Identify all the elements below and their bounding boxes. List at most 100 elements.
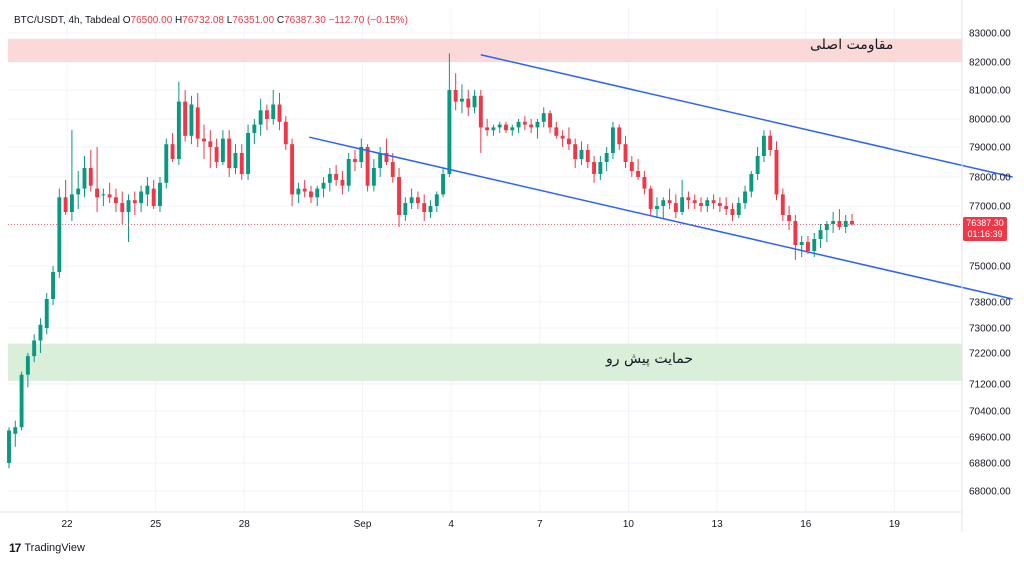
candle xyxy=(69,130,74,221)
candle-body xyxy=(774,150,779,195)
candle xyxy=(51,266,55,306)
candle xyxy=(126,194,131,242)
symbol-legend: BTC/USDT, 4h, Tabdeal O76500.00 H76732.0… xyxy=(14,15,408,26)
tradingview-logo-icon: 17 xyxy=(9,541,21,555)
candle xyxy=(692,194,697,209)
candle-body xyxy=(340,179,345,186)
candle-body xyxy=(850,221,854,225)
candle-body xyxy=(478,95,483,128)
candle-body xyxy=(283,121,288,145)
candle xyxy=(824,221,829,242)
candle-body xyxy=(365,147,370,186)
time-tick-label: 4 xyxy=(448,519,454,530)
candle xyxy=(535,119,540,139)
candle xyxy=(415,191,420,209)
tradingview-branding[interactable]: 17 TradingView xyxy=(9,541,85,555)
last-price-badge: 76387.30 01:16:39 xyxy=(963,217,1007,242)
candle xyxy=(774,141,779,201)
candle-body xyxy=(290,144,295,195)
candle xyxy=(850,214,854,226)
candle xyxy=(661,197,666,218)
candle xyxy=(566,127,571,150)
candle-body xyxy=(63,197,68,212)
candle-body xyxy=(780,194,785,215)
price-tick-label: 81000.00 xyxy=(969,86,1011,97)
last-price-value: 76387.30 xyxy=(966,218,1004,229)
candle xyxy=(38,318,43,353)
candle xyxy=(604,147,609,171)
candle xyxy=(246,124,251,180)
candle-body xyxy=(195,107,200,139)
price-tick-label: 70400.00 xyxy=(969,407,1011,418)
candle xyxy=(359,138,364,168)
candle xyxy=(25,353,30,388)
high-value: 76732.08 xyxy=(182,15,224,26)
candle xyxy=(353,150,357,171)
candle xyxy=(277,92,282,131)
candle-body xyxy=(730,209,735,215)
price-tick-label: 69600.00 xyxy=(969,433,1011,444)
candle-body xyxy=(541,113,546,122)
change-value: −112.70 (−0.15%) xyxy=(328,15,408,26)
candle-body xyxy=(441,174,446,195)
candle xyxy=(82,156,87,198)
candle-body xyxy=(692,200,697,204)
candle-body xyxy=(604,153,609,162)
candle-body xyxy=(296,188,301,195)
candle-body xyxy=(277,104,282,122)
candle-body xyxy=(88,168,93,186)
candle-body xyxy=(447,90,452,174)
candle xyxy=(667,188,672,209)
support-zone-label: حمایت پیش رو xyxy=(606,351,694,367)
candle xyxy=(371,159,376,192)
price-tick-label: 71200.00 xyxy=(969,380,1011,391)
candle-body xyxy=(183,101,188,136)
candle-body xyxy=(321,182,326,189)
candle xyxy=(705,197,710,212)
candle-body xyxy=(334,174,339,180)
price-tick-label: 72200.00 xyxy=(969,349,1011,360)
candle xyxy=(145,177,150,206)
candle xyxy=(378,147,383,177)
price-tick-label: 73800.00 xyxy=(969,298,1011,309)
candle-body xyxy=(359,147,364,162)
close-label: C xyxy=(276,15,285,26)
candle xyxy=(793,215,798,260)
candle xyxy=(472,90,477,114)
candle xyxy=(309,185,313,204)
candle-body xyxy=(642,177,647,189)
candle-body xyxy=(743,191,748,204)
candle-body xyxy=(799,242,804,245)
candle xyxy=(202,124,206,159)
candle xyxy=(176,81,181,165)
candle xyxy=(485,119,490,136)
candle-body xyxy=(233,153,238,168)
candle xyxy=(44,293,49,335)
candle-body xyxy=(717,203,722,206)
resistance-zone-label: مقاومت اصلی xyxy=(810,37,894,53)
candle xyxy=(629,156,634,177)
candle-body xyxy=(466,98,471,108)
candle-body xyxy=(460,98,464,102)
candle xyxy=(397,168,401,227)
candle-body xyxy=(25,356,30,375)
candle xyxy=(195,92,200,147)
candle-body xyxy=(711,200,716,204)
candle-body xyxy=(120,203,125,212)
candle xyxy=(208,130,213,168)
candle xyxy=(315,185,320,206)
candle-body xyxy=(504,124,508,131)
candle-body xyxy=(264,110,269,119)
candle xyxy=(170,133,175,162)
candle-body xyxy=(132,200,137,204)
candle-body xyxy=(610,127,615,153)
candle-body xyxy=(126,200,131,212)
candle-body xyxy=(806,242,810,251)
candle xyxy=(120,191,125,224)
candle xyxy=(346,153,351,192)
symbol-name[interactable]: BTC/USDT, 4h, Tabdeal xyxy=(14,15,120,26)
candle-body xyxy=(151,188,156,206)
candle xyxy=(409,188,414,209)
